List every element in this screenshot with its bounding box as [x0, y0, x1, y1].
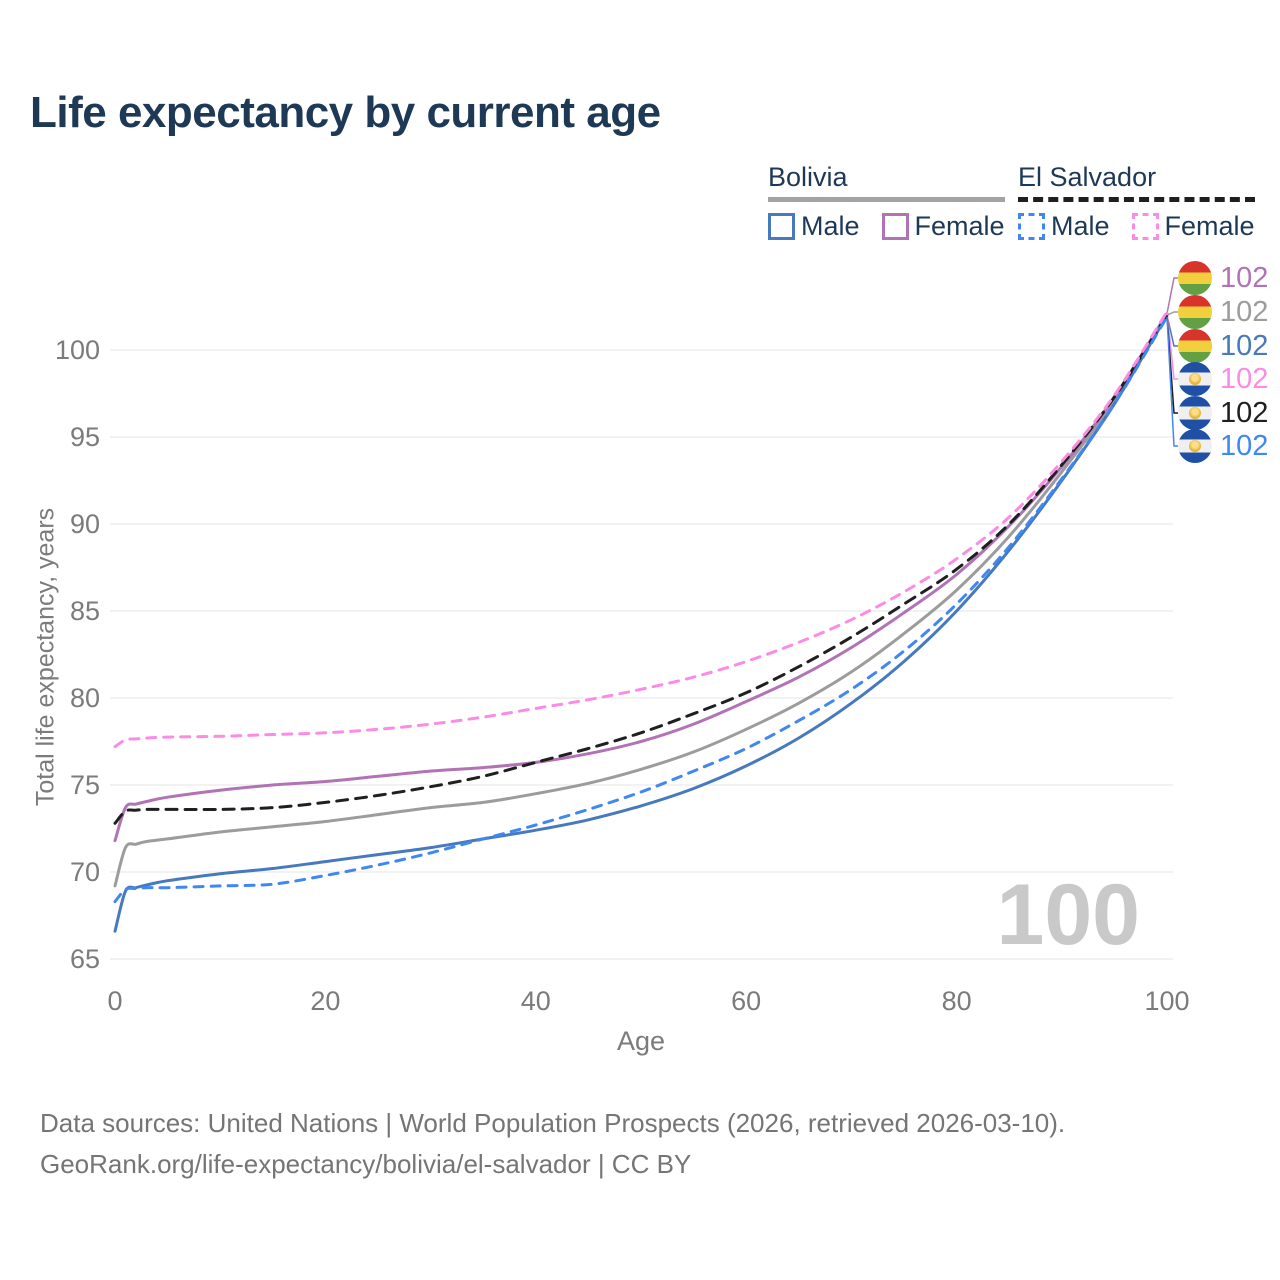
- age-counter-watermark: 100: [996, 867, 1141, 963]
- y-tick-label-100: 100: [54, 335, 100, 365]
- x-tick-label-0: 0: [107, 986, 123, 1016]
- leader-line-bolivia-female: [1166, 277, 1178, 314]
- y-tick-label-65: 65: [69, 944, 100, 974]
- series-line-es-female[interactable]: [113, 310, 1169, 749]
- legend-country-el-salvador[interactable]: El Salvador: [1018, 162, 1255, 202]
- leader-line-es-male: [1166, 316, 1178, 447]
- y-tick-label-75: 75: [69, 770, 100, 800]
- legend-group-bolivia: Bolivia Male Female: [768, 162, 1005, 242]
- bolivia-female-swatch-icon: [881, 213, 909, 240]
- end-label-bolivia-female[interactable]: 102: [1178, 261, 1268, 295]
- legend-country-el-salvador-label: El Salvador: [1018, 162, 1157, 192]
- legend-country-bolivia-label: Bolivia: [768, 162, 848, 192]
- series-line-bolivia-all[interactable]: [113, 313, 1169, 888]
- end-value-bolivia-all: 102: [1220, 295, 1269, 328]
- series-line-bolivia-male[interactable]: [113, 313, 1169, 933]
- el-salvador-flag-icon: [1178, 396, 1212, 430]
- x-tick-label-40: 40: [520, 986, 551, 1016]
- end-value-bolivia-female: 102: [1220, 261, 1269, 294]
- data-sources-text: Data sources: United Nations | World Pop…: [40, 1108, 1066, 1138]
- end-label-es-female[interactable]: 102: [1178, 362, 1268, 396]
- end-value-es-female: 102: [1220, 362, 1269, 395]
- page-title: Life expectancy by current age: [30, 88, 661, 137]
- series-line-bolivia-female[interactable]: [113, 312, 1169, 843]
- bolivia-male-swatch-icon: [768, 213, 795, 240]
- x-tick-label-100: 100: [1144, 986, 1190, 1016]
- legend-country-bolivia[interactable]: Bolivia: [768, 162, 1005, 202]
- bolivia-flag-icon: [1178, 261, 1212, 295]
- y-tick-label-80: 80: [69, 683, 100, 713]
- bolivia-solid-line-sample: [768, 197, 1005, 202]
- legend-label-bolivia-male: Male: [801, 211, 860, 241]
- attribution-text: GeoRank.org/life-expectancy/bolivia/el-s…: [40, 1149, 692, 1179]
- end-label-es-male[interactable]: 102: [1178, 429, 1268, 463]
- x-tick-label-60: 60: [731, 986, 762, 1016]
- y-axis-title: Total life expectancy, years: [31, 507, 60, 807]
- legend-item-bolivia-female[interactable]: Female: [881, 211, 1005, 242]
- series-line-es-all[interactable]: [113, 313, 1169, 825]
- end-label-bolivia-all[interactable]: 102: [1178, 295, 1268, 329]
- el-salvador-flag-icon: [1178, 429, 1212, 463]
- end-label-es-all[interactable]: 102: [1178, 396, 1268, 430]
- legend-group-el-salvador: El Salvador Male Female: [1018, 162, 1255, 242]
- legend-label-el-salvador-female: Female: [1164, 211, 1255, 241]
- legend-item-el-salvador-male[interactable]: Male: [1018, 211, 1110, 242]
- bolivia-flag-icon: [1178, 295, 1212, 329]
- leader-line-es-female: [1166, 311, 1178, 380]
- legend-item-bolivia-male[interactable]: Male: [768, 211, 860, 242]
- bolivia-flag-icon: [1178, 329, 1212, 363]
- y-tick-label-95: 95: [69, 422, 100, 452]
- el-salvador-dashed-line-sample: [1018, 197, 1255, 202]
- legend-label-el-salvador-male: Male: [1051, 211, 1110, 241]
- end-value-es-male: 102: [1220, 429, 1269, 462]
- el-salvador-male-swatch-icon: [1018, 213, 1045, 240]
- el-salvador-female-swatch-icon: [1131, 213, 1159, 240]
- leader-line-bolivia-male: [1166, 315, 1178, 347]
- legend-label-bolivia-female: Female: [914, 211, 1005, 241]
- end-value-es-all: 102: [1220, 396, 1269, 429]
- y-tick-label-90: 90: [69, 509, 100, 539]
- el-salvador-flag-icon: [1178, 362, 1212, 396]
- x-axis-title: Age: [616, 1026, 666, 1056]
- y-tick-label-70: 70: [69, 857, 100, 887]
- end-value-bolivia-male: 102: [1220, 329, 1269, 362]
- y-tick-label-85: 85: [69, 596, 100, 626]
- end-label-bolivia-male[interactable]: 102: [1178, 329, 1268, 363]
- x-tick-label-80: 80: [941, 986, 972, 1016]
- leader-line-bolivia-all: [1166, 311, 1178, 316]
- series-line-es-male[interactable]: [113, 315, 1169, 904]
- legend-item-el-salvador-female[interactable]: Female: [1131, 211, 1255, 242]
- x-tick-label-20: 20: [310, 986, 341, 1016]
